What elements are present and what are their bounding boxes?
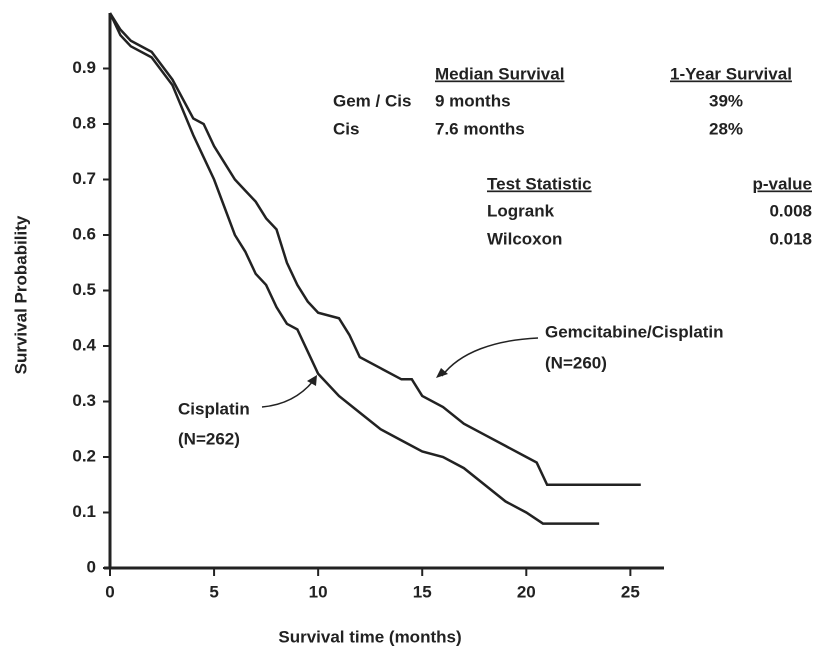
table-cell: 28% bbox=[709, 119, 743, 138]
y-tick-label: 0.6 bbox=[72, 224, 96, 243]
arrowhead bbox=[436, 368, 448, 378]
table-header: Test Statistic bbox=[487, 174, 592, 193]
y-tick-label: 0.9 bbox=[72, 58, 96, 77]
arrow bbox=[441, 337, 539, 377]
x-tick-label: 0 bbox=[105, 582, 114, 601]
y-tick-label: 0 bbox=[87, 557, 96, 576]
table-cell: 39% bbox=[709, 91, 743, 110]
y-axis-label: Survival Probability bbox=[11, 215, 30, 374]
table-cell: Gem / Cis bbox=[333, 91, 411, 110]
table-header: 1-Year Survival bbox=[670, 64, 792, 83]
y-tick-label: 0.3 bbox=[72, 391, 96, 410]
x-tick-label: 25 bbox=[621, 582, 640, 601]
table-cell: 0.008 bbox=[769, 201, 812, 220]
x-tick-label: 15 bbox=[413, 582, 432, 601]
x-tick-label: 10 bbox=[309, 582, 328, 601]
y-tick-label: 0.2 bbox=[72, 446, 96, 465]
curve-label: Gemcitabine/Cisplatin bbox=[545, 322, 724, 341]
survival-curve bbox=[108, 12, 641, 486]
x-axis-label: Survival time (months) bbox=[278, 627, 461, 646]
x-tick-label: 20 bbox=[517, 582, 536, 601]
y-tick-label: 0.7 bbox=[72, 169, 96, 188]
table-header: Median Survival bbox=[435, 64, 564, 83]
table-cell: Logrank bbox=[487, 201, 555, 220]
y-tick-label: 0.5 bbox=[72, 280, 96, 299]
curve-label: (N=262) bbox=[178, 429, 240, 448]
y-tick-label: 0.4 bbox=[72, 335, 96, 354]
table-cell: Wilcoxon bbox=[487, 229, 562, 248]
x-tick-label: 5 bbox=[209, 582, 218, 601]
table-cell: Cis bbox=[333, 119, 359, 138]
arrow bbox=[261, 379, 315, 408]
curve-label: Cisplatin bbox=[178, 399, 250, 418]
survival-curve bbox=[108, 12, 600, 525]
y-tick-label: 0.8 bbox=[72, 113, 96, 132]
y-tick-label: 0.1 bbox=[72, 502, 96, 521]
arrowhead bbox=[307, 375, 317, 386]
table-cell: 0.018 bbox=[769, 229, 812, 248]
table-header: p-value bbox=[752, 174, 812, 193]
table-cell: 9 months bbox=[435, 91, 511, 110]
curve-label: (N=260) bbox=[545, 353, 607, 372]
table-cell: 7.6 months bbox=[435, 119, 525, 138]
